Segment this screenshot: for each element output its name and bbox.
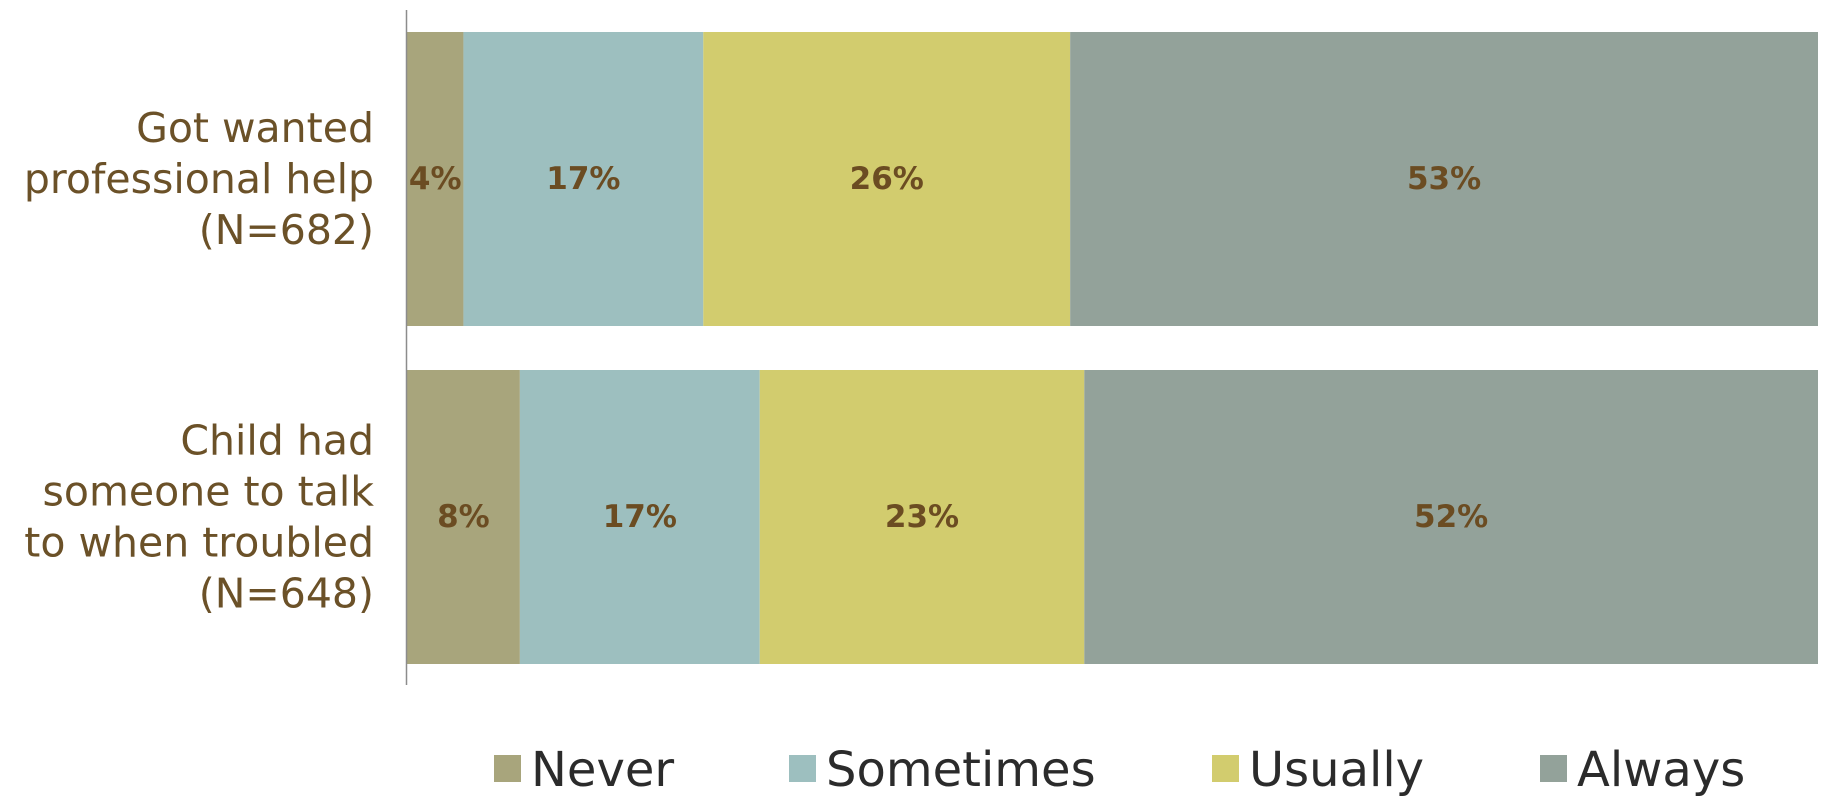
legend-label-never: Never [531, 742, 674, 798]
bar-segment-always-2 [1084, 370, 1818, 664]
legend-label-usually: Usually [1249, 742, 1424, 798]
legend-swatch-never [494, 755, 521, 782]
legend-label-always: Always [1577, 742, 1745, 798]
data-label-usually-2: 23% [885, 499, 959, 535]
bar-segment-usually-1 [703, 32, 1071, 326]
data-label-always-2: 52% [1414, 499, 1488, 535]
data-label-always-1: 53% [1407, 161, 1481, 197]
legend-swatch-always [1540, 755, 1567, 782]
legend-swatch-usually [1212, 755, 1239, 782]
category-label-line: (N=648) [199, 570, 374, 618]
data-label-never-2: 8% [437, 499, 490, 535]
category-label-1: Got wanted professional help (N=682) [24, 104, 374, 254]
data-label-usually-1: 26% [850, 161, 924, 197]
category-label-line: Child had [180, 417, 374, 465]
legend-label-sometimes: Sometimes [826, 742, 1096, 798]
bar-segment-sometimes-1 [463, 32, 704, 326]
bar-segment-usually-2 [759, 370, 1085, 664]
category-label-line: Got wanted [136, 104, 374, 152]
data-label-sometimes-2: 17% [603, 499, 677, 535]
bar-segment-always-1 [1070, 32, 1818, 326]
category-label-line: to when troubled [24, 519, 374, 567]
bar-segment-sometimes-2 [519, 370, 760, 664]
category-label-2: Child had someone to talk to when troubled… [24, 417, 374, 618]
category-label-line: professional help [24, 155, 374, 203]
category-label-line: someone to talk [43, 468, 375, 516]
data-label-never-1: 4% [409, 161, 462, 197]
bar-segment-never-2 [407, 370, 520, 664]
legend-swatch-sometimes [789, 755, 816, 782]
bar-segment-never-1 [407, 32, 464, 326]
data-label-sometimes-1: 17% [546, 161, 620, 197]
category-label-line: (N=682) [199, 206, 374, 254]
